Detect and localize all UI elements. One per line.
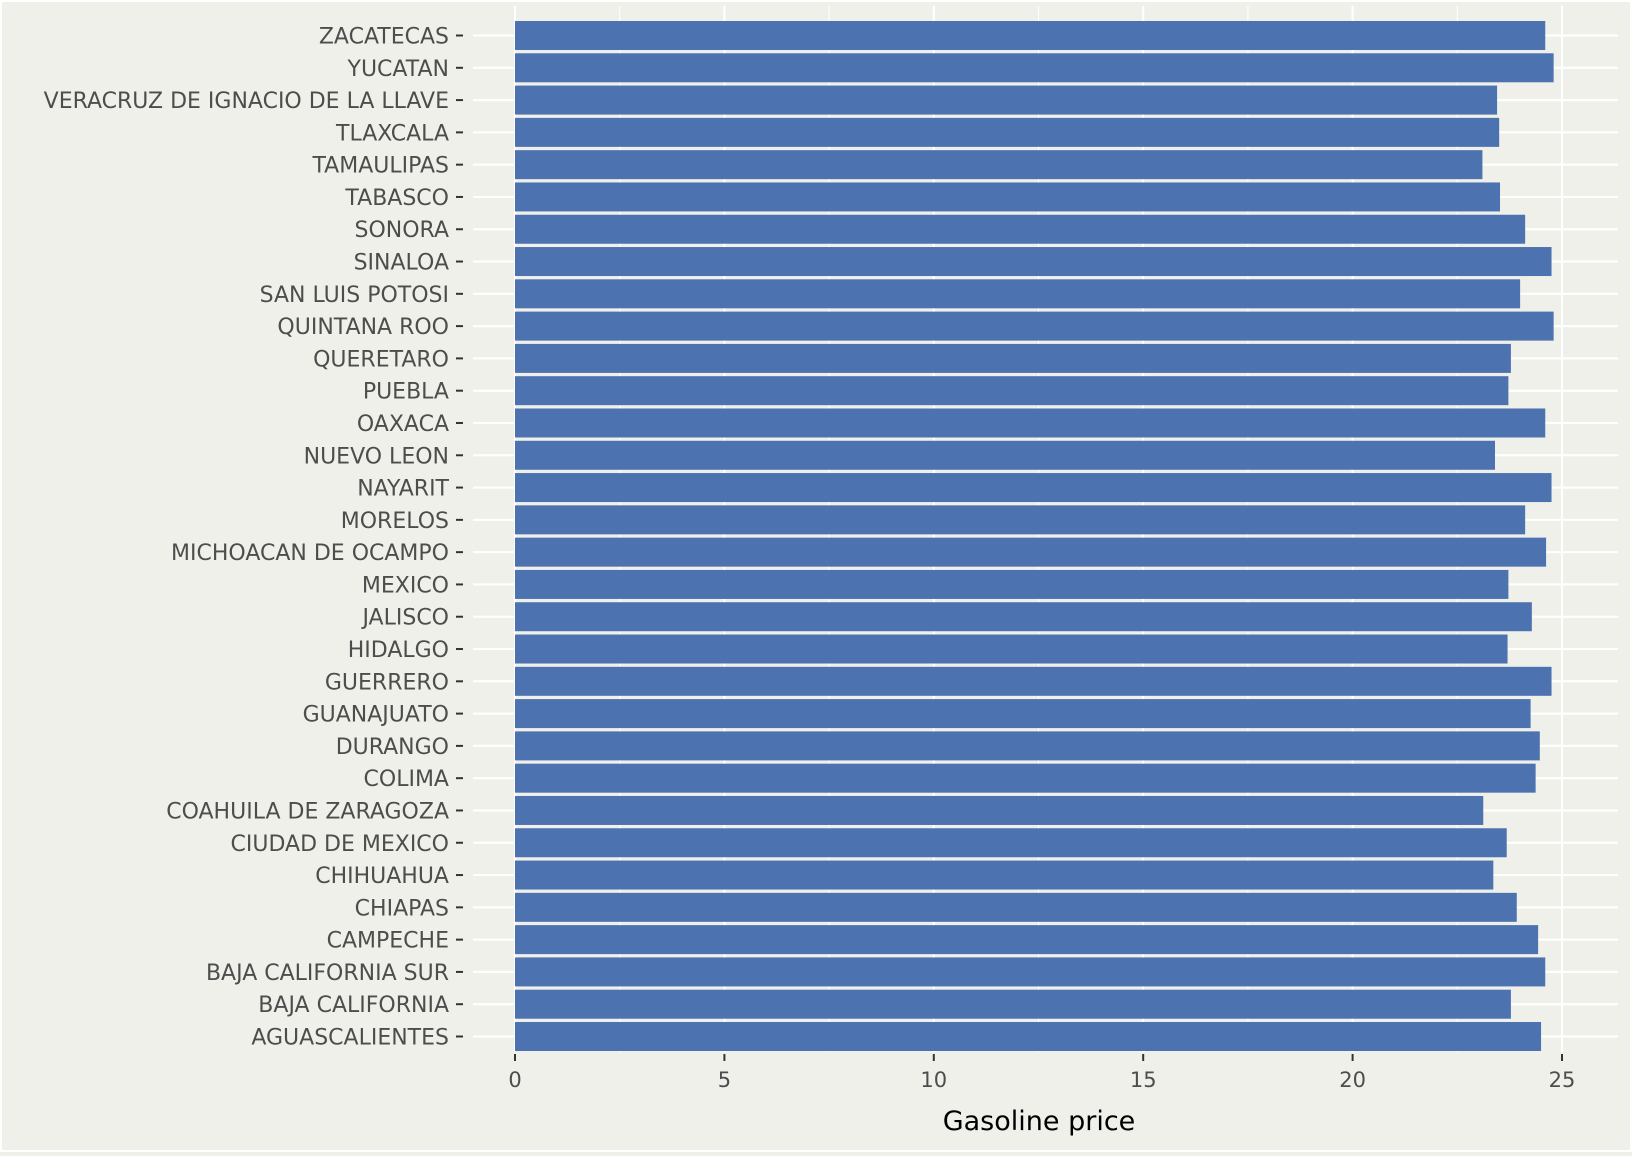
- bar: [515, 473, 1552, 503]
- bar: [515, 117, 1500, 147]
- y-tick-label: AGUASCALIENTES: [251, 1026, 449, 1051]
- x-axis-title: Gasoline price: [943, 1106, 1136, 1137]
- x-tick-label: 5: [718, 1068, 731, 1092]
- x-tick-label: 25: [1549, 1068, 1576, 1092]
- bar: [515, 634, 1508, 664]
- y-tick-label: TAMAULIPAS: [311, 154, 449, 179]
- y-tick-label: QUINTANA ROO: [277, 315, 449, 340]
- y-tick-label: OAXACA: [357, 412, 449, 437]
- y-tick-label: BAJA CALIFORNIA SUR: [206, 961, 449, 986]
- x-axis-ticks: 0 5 10 15 20 25: [508, 1054, 1575, 1092]
- bar: [515, 343, 1511, 373]
- bar: [515, 989, 1511, 1019]
- y-tick-label: QUERETARO: [313, 347, 449, 372]
- y-tick-label: TLAXCALA: [335, 121, 449, 146]
- bar: [515, 247, 1552, 277]
- bar: [515, 666, 1552, 696]
- bar: [515, 957, 1546, 987]
- y-tick-label: TABASCO: [344, 186, 449, 211]
- bar: [515, 860, 1494, 890]
- bar: [515, 376, 1509, 406]
- x-tick-label: 0: [508, 1068, 521, 1092]
- bar: [515, 602, 1532, 632]
- bar: [515, 279, 1521, 309]
- y-tick-label: BAJA CALIFORNIA: [258, 993, 449, 1018]
- bar: [515, 505, 1526, 535]
- bar: [515, 892, 1517, 922]
- y-tick-label: SAN LUIS POTOSI: [260, 283, 449, 308]
- y-tick-label: MORELOS: [341, 509, 449, 534]
- bar: [515, 408, 1546, 438]
- y-tick-label: YUCATAN: [347, 57, 449, 82]
- bar: [515, 311, 1554, 341]
- y-tick-label: SINALOA: [354, 251, 449, 276]
- bar: [515, 795, 1484, 825]
- y-tick-label: CHIHUAHUA: [315, 864, 449, 889]
- bar: [515, 182, 1501, 212]
- bars: [515, 21, 1554, 1051]
- y-tick-label: CAMPECHE: [327, 929, 449, 954]
- y-tick-label: COAHUILA DE ZARAGOZA: [166, 799, 449, 824]
- bar: [515, 1022, 1542, 1051]
- bar: [515, 763, 1536, 793]
- y-tick-label: VERACRUZ DE IGNACIO DE LA LLAVE: [44, 89, 449, 114]
- y-tick-label: PUEBLA: [363, 380, 449, 405]
- bar: [515, 925, 1539, 955]
- bar: [515, 569, 1509, 599]
- y-tick-label: ZACATECAS: [319, 25, 449, 50]
- y-tick-label: SONORA: [355, 218, 450, 243]
- y-tick-label: GUERRERO: [325, 670, 449, 695]
- bar: [515, 440, 1495, 470]
- y-tick-label: MICHOACAN DE OCAMPO: [171, 541, 449, 566]
- x-tick-label: 10: [920, 1068, 947, 1092]
- bar: [515, 537, 1547, 567]
- bar: [515, 699, 1531, 729]
- y-tick-label: CIUDAD DE MEXICO: [231, 832, 449, 857]
- bar: [515, 214, 1526, 244]
- bar: [515, 828, 1507, 858]
- y-tick-label: JALISCO: [360, 606, 449, 631]
- bar: [515, 731, 1540, 761]
- x-tick-label: 20: [1339, 1068, 1366, 1092]
- bar: [515, 21, 1546, 50]
- y-tick-label: COLIMA: [364, 767, 449, 792]
- bar: [515, 53, 1554, 83]
- y-tick-label: MEXICO: [362, 573, 449, 598]
- bar: [515, 150, 1483, 180]
- y-tick-label: DURANGO: [336, 735, 449, 760]
- bar: [515, 85, 1498, 115]
- y-tick-label: NUEVO LEON: [304, 444, 449, 469]
- y-tick-label: GUANAJUATO: [303, 703, 449, 728]
- y-tick-label: HIDALGO: [348, 638, 449, 663]
- x-tick-label: 15: [1130, 1068, 1157, 1092]
- y-axis-ticks: ZACATECAS YUCATAN VERACRUZ DE IGNACIO DE L…: [44, 25, 463, 1051]
- y-tick-label: CHIAPAS: [355, 896, 449, 921]
- y-tick-label: NAYARIT: [357, 477, 449, 502]
